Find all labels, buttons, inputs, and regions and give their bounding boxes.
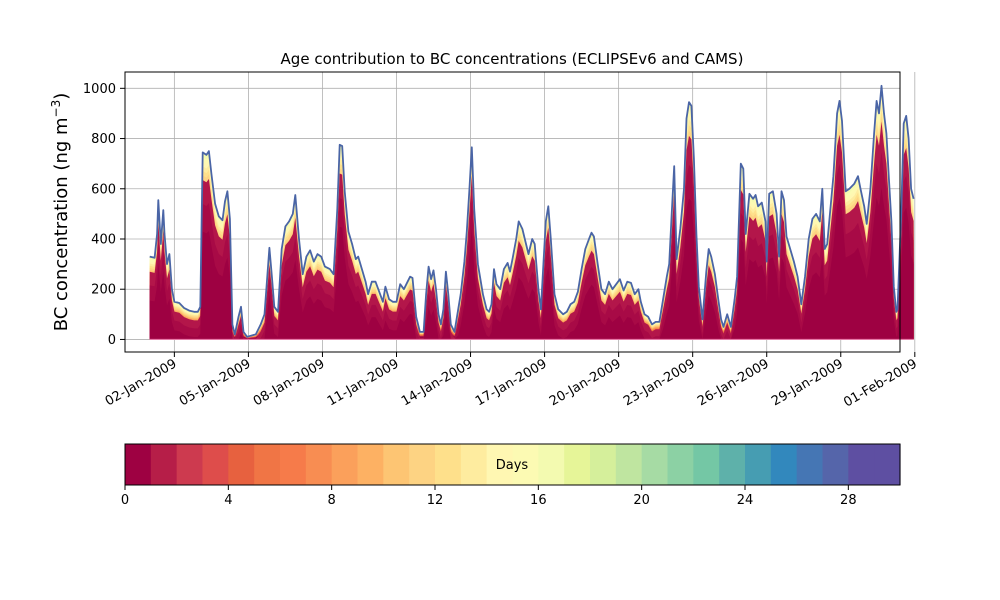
colorbar-swatch [641, 444, 669, 485]
y-tick-label: 400 [91, 232, 116, 247]
colorbar-swatch [822, 444, 849, 485]
colorbar-swatch [615, 444, 643, 485]
colorbar-swatch [770, 444, 798, 485]
x-tick-label: 02-Jan-2009 [103, 356, 180, 409]
x-tick-label: 17-Jan-2009 [473, 356, 550, 409]
colorbar-swatch [486, 444, 514, 485]
y-tick-label: 600 [91, 182, 116, 197]
colorbar-swatch [357, 444, 384, 485]
colorbar-swatch [590, 444, 617, 485]
colorbar-tick-label: 4 [224, 493, 232, 508]
total-series-line [149, 84, 915, 338]
y-axis-label-main: BC concentration (ng m [51, 117, 72, 331]
colorbar-swatch [125, 444, 152, 485]
colorbar-swatch [538, 444, 565, 485]
colorbar-tick-label: 28 [840, 493, 857, 508]
y-tick-label: 800 [91, 132, 116, 147]
colorbar-swatch [280, 444, 307, 485]
colorbar-swatch [435, 444, 462, 485]
y-axis-label-exponent: −3 [49, 100, 63, 118]
x-tick-label: 11-Jan-2009 [325, 356, 402, 409]
stacked-age-areas [149, 85, 914, 341]
colorbar-swatch [331, 444, 359, 485]
colorbar-swatch [693, 444, 720, 485]
x-tick-label: 20-Jan-2009 [547, 356, 624, 409]
y-tick-label: 0 [108, 333, 116, 348]
colorbar-swatch [409, 444, 436, 485]
colorbar-ticks: 0 4 8 12 16 20 24 28 [121, 485, 857, 508]
colorbar-swatch [176, 444, 204, 485]
total-concentration-line [149, 84, 915, 338]
colorbar-swatch [874, 444, 901, 485]
x-tick-label: 23-Jan-2009 [621, 356, 698, 409]
x-tick-label: 05-Jan-2009 [177, 356, 254, 409]
colorbar-swatch [667, 444, 694, 485]
colorbar-swatch [254, 444, 281, 485]
colorbar-tick-label: 16 [530, 493, 547, 508]
colorbar-swatch [150, 444, 178, 485]
colorbar-swatch [512, 444, 539, 485]
colorbar-swatch [228, 444, 255, 485]
colorbar-swatch [460, 444, 488, 485]
colorbar-swatch [745, 444, 772, 485]
colorbar-tick-label: 8 [328, 493, 336, 508]
y-axis-label-close: ) [51, 93, 72, 100]
colorbar-swatch [564, 444, 591, 485]
x-axis-ticks: 02-Jan-200905-Jan-200908-Jan-200911-Jan-… [103, 352, 920, 410]
colorbar-swatch [719, 444, 746, 485]
colorbar-tick-label: 12 [427, 493, 444, 508]
x-tick-label: 08-Jan-2009 [251, 356, 328, 409]
colorbar-swatch [796, 444, 824, 485]
colorbar-tick-label: 20 [633, 493, 650, 508]
colorbar-swatch [305, 444, 333, 485]
age-band-area [149, 187, 914, 340]
x-tick-label: 14-Jan-2009 [399, 356, 476, 409]
colorbar-swatch [383, 444, 410, 485]
colorbar-frame [124, 443, 901, 486]
colorbar-swatch [202, 444, 229, 485]
plot-frame [124, 71, 901, 353]
y-axis-ticks: 0 200 400 600 800 1000 [83, 82, 125, 348]
colorbar-label: Days [496, 458, 529, 473]
colorbar-swatch [848, 444, 875, 485]
colorbar-tick-label: 24 [737, 493, 754, 508]
x-tick-label: 29-Jan-2009 [769, 356, 846, 409]
y-tick-label: 200 [91, 283, 116, 298]
chart-title: Age contribution to BC concentrations (E… [281, 50, 744, 68]
x-tick-label: 01-Feb-2009 [841, 356, 920, 410]
x-tick-label: 26-Jan-2009 [695, 356, 772, 409]
y-axis-label: BC concentration (ng m−3) [49, 93, 72, 332]
colorbar-tick-label: 0 [121, 493, 129, 508]
y-tick-label: 1000 [83, 82, 116, 97]
colorbar [125, 444, 901, 485]
